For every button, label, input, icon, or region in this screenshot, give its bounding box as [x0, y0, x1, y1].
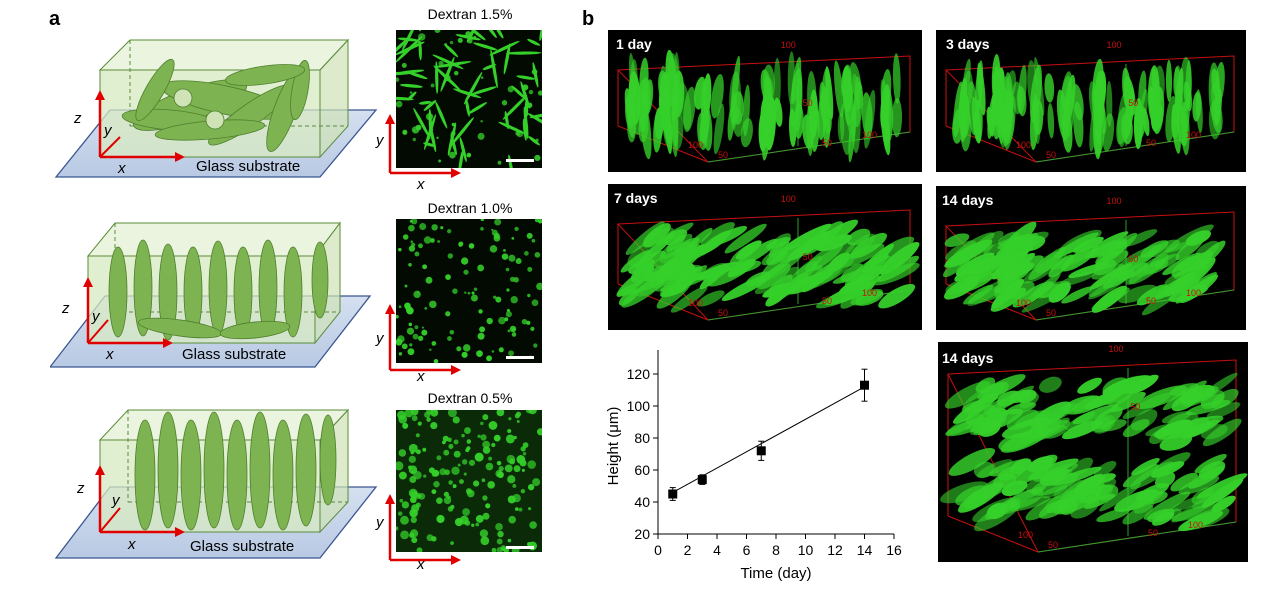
micrograph-3	[396, 410, 542, 552]
x-tick-label: 12	[827, 542, 843, 558]
svg-text:50: 50	[1146, 138, 1156, 148]
schematic-3-y-label: y	[112, 492, 120, 509]
svg-text:100: 100	[781, 194, 796, 204]
micrograph-1-y-label: y	[376, 132, 384, 149]
schematic-row-1	[54, 38, 378, 178]
svg-text:50: 50	[1130, 402, 1140, 412]
micrograph-2	[396, 219, 542, 363]
svg-text:100: 100	[862, 130, 877, 140]
x-tick-label: 16	[886, 542, 902, 558]
schematic-2-substrate-label: Glass substrate	[182, 346, 287, 363]
render-view-5: 100 100 50 50 100 50 14 days	[938, 342, 1248, 562]
render-view-3-label: 7 days	[614, 190, 658, 206]
x-axis-label: Time (day)	[740, 565, 811, 582]
svg-text:50: 50	[803, 98, 813, 108]
render-view-2-label: 3 days	[946, 36, 990, 52]
schematic-1-z-label: z	[74, 110, 82, 127]
data-point	[860, 380, 869, 390]
schematic-1-substrate-label: Glass substrate	[196, 158, 301, 175]
schematic-1-y-label: y	[104, 122, 112, 139]
render-view-1-label: 1 day	[616, 36, 652, 52]
micrograph-axes	[385, 114, 461, 565]
scale-bar-3	[506, 546, 534, 549]
y-axis-label: Height (μm)	[605, 407, 622, 486]
micrograph-3-x-label: x	[417, 556, 425, 573]
data-point	[756, 446, 766, 456]
x-tick-label: 2	[684, 542, 692, 558]
schematic-row-2	[50, 221, 372, 368]
schematic-3-x-label: x	[128, 536, 136, 553]
micrograph-1-title: Dextran 1.5%	[427, 6, 513, 22]
svg-text:100: 100	[1186, 288, 1201, 298]
svg-text:50: 50	[1128, 98, 1138, 108]
data-point	[697, 475, 707, 485]
y-tick-label: 80	[634, 430, 650, 446]
y-tick-label: 40	[634, 494, 650, 510]
micrograph-2-y-label: y	[376, 330, 384, 347]
render-view-4: 100 100 50 50 100 50 14 days	[936, 186, 1246, 330]
y-tick-label: 120	[627, 366, 651, 382]
svg-text:100: 100	[1107, 40, 1122, 50]
panel-letter-a: a	[49, 8, 61, 30]
render-view-4-label: 14 days	[942, 192, 994, 208]
svg-text:50: 50	[1148, 528, 1158, 538]
svg-text:50: 50	[718, 150, 728, 160]
x-tick-label: 10	[798, 542, 814, 558]
scale-bar-2	[506, 356, 534, 359]
svg-text:50: 50	[803, 252, 813, 262]
scale-bar-1	[506, 159, 534, 162]
svg-text:50: 50	[1048, 540, 1058, 550]
gel-box-top	[98, 39, 350, 71]
micrograph-1-x-label: x	[417, 176, 425, 193]
chart-axes: 20 40 60 80 100 120 0 2 4 6 8 10 12 14 16	[627, 350, 902, 558]
svg-text:50: 50	[1146, 296, 1156, 306]
svg-text:100: 100	[862, 288, 877, 298]
svg-text:100: 100	[688, 298, 703, 308]
svg-text:100: 100	[1188, 520, 1203, 530]
schematic-2-x-label: x	[106, 346, 114, 363]
schematic-row-3	[54, 408, 378, 559]
y-tick-label: 20	[634, 526, 650, 542]
schematic-3-substrate-label: Glass substrate	[190, 538, 295, 555]
schematic-3-z-label: z	[77, 480, 85, 497]
height-vs-time-chart: 20 40 60 80 100 120 0 2 4 6 8 10 12 14 16 Time (day) Hei…	[605, 350, 902, 582]
svg-text:50: 50	[822, 138, 832, 148]
panel-letter-b: b	[582, 8, 595, 30]
micrograph-3-y-label: y	[376, 514, 384, 531]
svg-text:100: 100	[781, 40, 796, 50]
schematic-1-x-label: x	[118, 160, 126, 177]
svg-text:50: 50	[718, 308, 728, 318]
x-tick-label: 4	[713, 542, 721, 558]
render-view-2: 100 100 50 50 100 50 3 days	[936, 30, 1246, 172]
svg-text:100: 100	[1109, 344, 1124, 354]
schematic-2-z-label: z	[62, 300, 70, 317]
x-tick-label: 6	[743, 542, 751, 558]
render-view-3: 100 100 50 50 100 50 7 days	[608, 184, 922, 330]
render-view-1: 100 100 50 50 100 50 1 day	[608, 30, 922, 172]
svg-text:50: 50	[822, 296, 832, 306]
x-tick-label: 8	[772, 542, 780, 558]
svg-text:100: 100	[688, 140, 703, 150]
y-tick-label: 100	[627, 398, 651, 414]
schematic-figure	[50, 38, 378, 559]
svg-text:100: 100	[1107, 196, 1122, 206]
micrograph-1	[396, 30, 542, 168]
data-point	[668, 489, 678, 499]
micrograph-2-x-label: x	[417, 368, 425, 385]
micrograph-2-title: Dextran 1.0%	[427, 200, 513, 216]
render-view-5-label: 14 days	[942, 350, 994, 366]
x-tick-label: 14	[857, 542, 873, 558]
svg-text:50: 50	[1046, 150, 1056, 160]
micrograph-3-title: Dextran 0.5%	[427, 390, 513, 406]
x-tick-label: 0	[654, 542, 662, 558]
svg-text:50: 50	[1046, 308, 1056, 318]
schematic-2-y-label: y	[92, 308, 100, 325]
svg-text:50: 50	[1128, 254, 1138, 264]
svg-text:100: 100	[1018, 530, 1033, 540]
svg-text:100: 100	[1186, 130, 1201, 140]
svg-text:100: 100	[1016, 298, 1031, 308]
svg-text:100: 100	[1016, 140, 1031, 150]
y-tick-label: 60	[634, 462, 650, 478]
